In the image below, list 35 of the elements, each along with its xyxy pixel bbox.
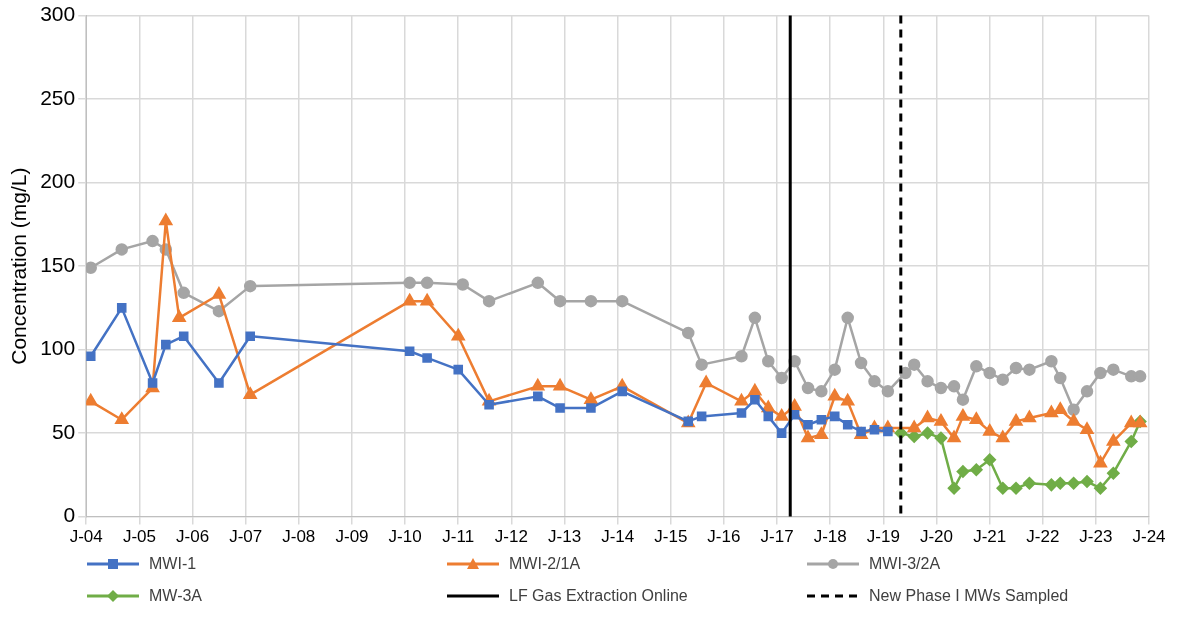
y-tick-label: 300 xyxy=(40,2,76,26)
x-tick-label: J-04 xyxy=(69,527,103,547)
y-tick-label: 150 xyxy=(40,252,76,276)
x-tick-label: J-06 xyxy=(176,527,210,547)
x-tick-label: J-20 xyxy=(919,527,953,547)
x-tick-label: J-15 xyxy=(654,527,688,547)
x-tick-label: J-24 xyxy=(1132,527,1166,547)
legend-label: MWI-2/1A xyxy=(509,555,581,573)
x-tick-label: J-11 xyxy=(442,527,475,547)
y-tick-label: 100 xyxy=(40,336,76,360)
legend-label: MWI-3/2A xyxy=(869,555,941,573)
x-tick-label: J-07 xyxy=(229,527,263,547)
x-tick-label: J-10 xyxy=(388,527,422,547)
y-tick-label: 0 xyxy=(63,503,76,527)
x-tick-label: J-05 xyxy=(122,527,157,547)
legend-label: LF Gas Extraction Online xyxy=(509,587,688,605)
y-tick-label: 50 xyxy=(51,419,76,443)
legend-label: MW-3A xyxy=(149,587,203,605)
x-tick-label: J-09 xyxy=(335,527,369,547)
x-tick-label: J-21 xyxy=(973,527,1007,547)
x-tick-label: J-16 xyxy=(707,527,741,547)
x-tick-label: J-14 xyxy=(601,527,635,547)
x-tick-label: J-12 xyxy=(494,527,528,547)
x-tick-label: J-18 xyxy=(813,527,847,547)
legend-label: New Phase I MWs Sampled xyxy=(869,587,1069,605)
x-tick-label: J-19 xyxy=(866,527,900,547)
x-tick-label: J-17 xyxy=(760,527,794,547)
x-tick-label: J-13 xyxy=(548,527,582,547)
legend-label: MWI-1 xyxy=(149,555,197,573)
y-axis-title: Concentration (mg/L) xyxy=(7,167,31,365)
x-tick-label: J-22 xyxy=(1026,527,1060,547)
y-tick-label: 200 xyxy=(40,169,76,193)
x-tick-label: J-23 xyxy=(1079,527,1113,547)
y-tick-label: 250 xyxy=(40,85,76,109)
x-tick-label: J-08 xyxy=(282,527,316,547)
